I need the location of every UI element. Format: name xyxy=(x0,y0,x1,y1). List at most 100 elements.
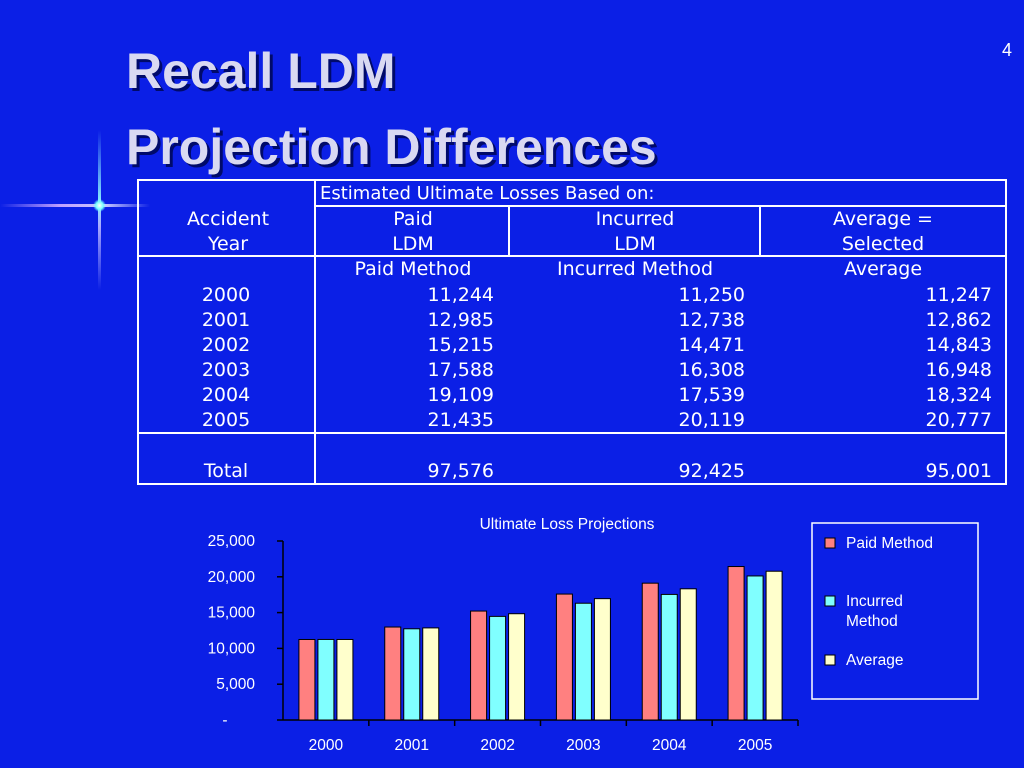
subheader-paid: Paid Method xyxy=(355,258,472,280)
cell-average: 16,948 xyxy=(926,359,992,381)
table-row: 2003 17,588 16,308 16,948 xyxy=(202,359,992,381)
subheader-average: Average xyxy=(844,258,922,280)
cell-paid: 11,244 xyxy=(428,284,494,306)
bar-incurred-method xyxy=(574,602,592,721)
cell-incurred: 17,539 xyxy=(679,384,745,406)
chart-bars xyxy=(298,566,783,721)
legend-label-paid: Paid Method xyxy=(846,535,933,552)
bar-paid-method xyxy=(727,566,745,721)
cell-year: 2001 xyxy=(202,309,250,331)
y-tick-label: 5,000 xyxy=(216,676,255,693)
cell-year: 2005 xyxy=(202,409,250,431)
y-tick-label: 15,000 xyxy=(208,605,256,622)
table-row: 2000 11,244 11,250 11,247 xyxy=(202,284,992,306)
legend-swatch-incurred xyxy=(824,595,836,607)
col-header-year-1: Accident xyxy=(187,208,269,230)
x-tick-label: 2005 xyxy=(738,737,772,754)
bar-incurred-method xyxy=(746,575,764,721)
cell-paid: 17,588 xyxy=(428,359,494,381)
cell-incurred: 11,250 xyxy=(679,284,745,306)
chart-x-labels: 2000 2001 2002 2003 2004 2005 xyxy=(309,737,773,754)
chart-title: Ultimate Loss Projections xyxy=(480,516,655,533)
bar-average xyxy=(593,598,611,721)
table-border xyxy=(137,179,1007,485)
cell-incurred: 20,119 xyxy=(679,409,745,431)
table-row: 2001 12,985 12,738 12,862 xyxy=(202,309,992,331)
table-row: 2002 15,215 14,471 14,843 xyxy=(202,334,992,356)
cell-average: 14,843 xyxy=(926,334,992,356)
bar-average xyxy=(679,588,697,721)
bar-paid-method xyxy=(384,626,402,721)
col-header-incurred-1: Incurred xyxy=(596,208,675,230)
total-average: 95,001 xyxy=(926,460,992,482)
subheader-incurred: Incurred Method xyxy=(557,258,713,280)
col-header-paid-1: Paid xyxy=(393,208,433,230)
table-group-header: Estimated Ultimate Losses Based on: xyxy=(320,183,654,204)
y-tick-label: 25,000 xyxy=(208,533,256,550)
bar-paid-method xyxy=(555,593,573,721)
cell-paid: 12,985 xyxy=(428,309,494,331)
legend-label-incurred: Incurred Method xyxy=(846,593,907,630)
y-tick-label: - xyxy=(222,712,227,729)
bar-paid-method xyxy=(298,638,316,721)
cell-year: 2003 xyxy=(202,359,250,381)
cell-incurred: 12,738 xyxy=(679,309,745,331)
legend-swatch-paid xyxy=(824,537,836,549)
total-paid: 97,576 xyxy=(428,460,494,482)
table-row: 2005 21,435 20,119 20,777 xyxy=(202,409,992,431)
table-body: 2000 11,244 11,250 11,247 2001 12,985 12,738 12… xyxy=(202,284,992,431)
cell-average: 11,247 xyxy=(926,284,992,306)
cell-average: 12,862 xyxy=(926,309,992,331)
table-row: 2004 19,109 17,539 18,324 xyxy=(202,384,992,406)
cell-paid: 19,109 xyxy=(428,384,494,406)
cell-year: 2002 xyxy=(202,334,250,356)
slide-title-line-2: Projection Differences xyxy=(126,119,657,175)
legend-swatch-average xyxy=(824,654,836,666)
total-label: Total xyxy=(203,460,248,482)
cell-incurred: 16,308 xyxy=(679,359,745,381)
col-header-year-2: Year xyxy=(207,233,248,255)
bar-average xyxy=(336,638,354,721)
cell-average: 20,777 xyxy=(926,409,992,431)
slide-title-line-1: Recall LDM xyxy=(126,43,396,99)
bar-incurred-method xyxy=(317,638,335,721)
x-tick-label: 2003 xyxy=(566,737,600,754)
legend-label-incurred-line-1: Incurred xyxy=(846,593,903,610)
x-tick-label: 2002 xyxy=(480,737,514,754)
cell-paid: 15,215 xyxy=(428,334,494,356)
cell-average: 18,324 xyxy=(926,384,992,406)
y-tick-label: 20,000 xyxy=(208,569,256,586)
star-flare-horizontal xyxy=(0,204,150,207)
col-header-average-1: Average = xyxy=(833,208,933,230)
total-incurred: 92,425 xyxy=(679,460,745,482)
col-header-paid-2: LDM xyxy=(392,233,434,255)
chart-legend xyxy=(811,522,979,700)
legend-label-incurred-line-2: Method xyxy=(846,613,898,630)
cell-incurred: 14,471 xyxy=(679,334,745,356)
star-flare-center xyxy=(93,199,106,212)
bar-paid-method xyxy=(470,610,488,721)
cell-year: 2004 xyxy=(202,384,250,406)
y-tick-label: 10,000 xyxy=(208,640,256,657)
col-header-average-2: Selected xyxy=(842,233,924,255)
legend-label-average: Average xyxy=(846,652,903,669)
x-tick-label: 2004 xyxy=(652,737,687,754)
bar-paid-method xyxy=(641,582,659,721)
chart-axes xyxy=(277,540,799,726)
slide-number: 4 xyxy=(1001,40,1012,60)
bar-average xyxy=(765,570,783,721)
x-tick-label: 2000 xyxy=(309,737,344,754)
col-header-incurred-2: LDM xyxy=(614,233,656,255)
bar-incurred-method xyxy=(489,615,507,721)
bar-average xyxy=(508,613,526,721)
chart-y-labels: - 5,000 10,000 15,000 20,000 25,000 xyxy=(208,533,256,729)
x-tick-label: 2001 xyxy=(395,737,429,754)
cell-year: 2000 xyxy=(202,284,250,306)
bar-incurred-method xyxy=(403,628,421,721)
bar-average xyxy=(422,627,440,721)
bar-incurred-method xyxy=(660,593,678,721)
cell-paid: 21,435 xyxy=(428,409,494,431)
